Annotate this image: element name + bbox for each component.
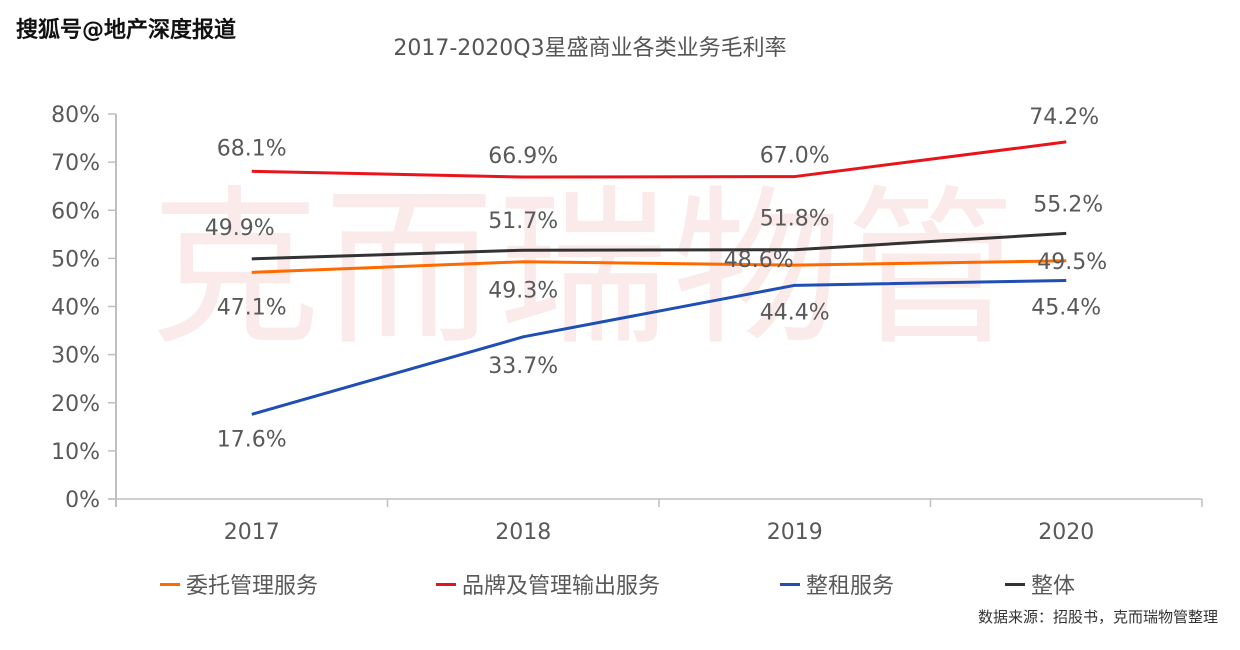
series-line — [251, 231, 1067, 261]
chart-title: 2017-2020Q3星盛商业各类业务毛利率 — [393, 36, 787, 61]
line-chart: 0%10%20%30%40%50%60%70%80% 2017 2018 2019 2… — [51, 103, 1203, 545]
legend-label: 品牌及管理输出服务 — [462, 574, 661, 599]
y-tick-label: 40% — [51, 296, 100, 321]
legend-label: 委托管理服务 — [186, 574, 319, 599]
data-label: 66.9% — [488, 144, 558, 169]
data-label: 49.5% — [1037, 250, 1107, 275]
data-label: 68.1% — [217, 136, 287, 161]
source-tag: 搜狐号@地产深度报道 — [16, 18, 237, 43]
data-label: 47.1% — [217, 295, 287, 320]
legend-swatch — [1005, 582, 1025, 586]
legend: 委托管理服务 品牌及管理输出服务 整租服务 整体 — [0, 568, 1240, 600]
data-label: 49.9% — [205, 216, 275, 241]
legend-item-entrusted-management: 委托管理服务 — [160, 568, 318, 600]
y-tick-label: 60% — [51, 199, 100, 224]
legend-swatch — [780, 582, 800, 586]
y-tick-label: 80% — [51, 103, 100, 128]
data-label: 44.4% — [760, 300, 830, 325]
x-tick-label: 2020 — [1038, 520, 1094, 545]
data-label: 51.8% — [760, 207, 830, 232]
y-axis: 0% 10% 20% 30% 40% 50% 60% 70% 80% — [51, 103, 117, 513]
x-tick-label: 2018 — [495, 520, 551, 545]
legend-swatch — [160, 582, 180, 586]
data-labels: 47.1% 49.3% 48.6% 49.5% 68.1% 66.9% 67.0% 74.2%… — [205, 105, 1107, 452]
x-axis: 2017 2018 2019 2020 — [108, 498, 1203, 545]
y-tick-label: 30% — [51, 344, 100, 369]
data-label: 48.6% — [724, 248, 794, 273]
data-label: 45.4% — [1031, 296, 1101, 321]
y-tick-label: 70% — [51, 151, 100, 176]
x-tick-label: 2017 — [224, 520, 280, 545]
legend-label: 整租服务 — [806, 574, 895, 599]
legend-label: 整体 — [1031, 574, 1076, 599]
y-tick-label: 50% — [51, 247, 100, 272]
legend-item-whole-lease: 整租服务 — [780, 568, 894, 600]
source-note: 数据来源：招股书，克而瑞物管整理 — [977, 608, 1218, 626]
series-line — [251, 279, 1067, 416]
y-tick-label: 0% — [65, 488, 100, 513]
data-label: 17.6% — [217, 427, 287, 452]
series-line — [251, 140, 1067, 179]
data-label: 49.3% — [488, 279, 558, 304]
data-label: 51.7% — [488, 209, 558, 234]
data-label: 74.2% — [1029, 105, 1099, 130]
series-lines — [251, 140, 1067, 416]
y-tick-label: 10% — [51, 440, 100, 465]
series-line — [251, 259, 1067, 274]
x-tick-label: 2019 — [767, 520, 823, 545]
data-label: 67.0% — [760, 144, 830, 169]
legend-swatch — [436, 582, 456, 586]
data-label: 33.7% — [488, 354, 558, 379]
legend-item-overall: 整体 — [1005, 568, 1075, 600]
y-tick-label: 20% — [51, 392, 100, 417]
data-label: 55.2% — [1033, 192, 1103, 217]
legend-item-brand-management-output: 品牌及管理输出服务 — [436, 568, 660, 600]
